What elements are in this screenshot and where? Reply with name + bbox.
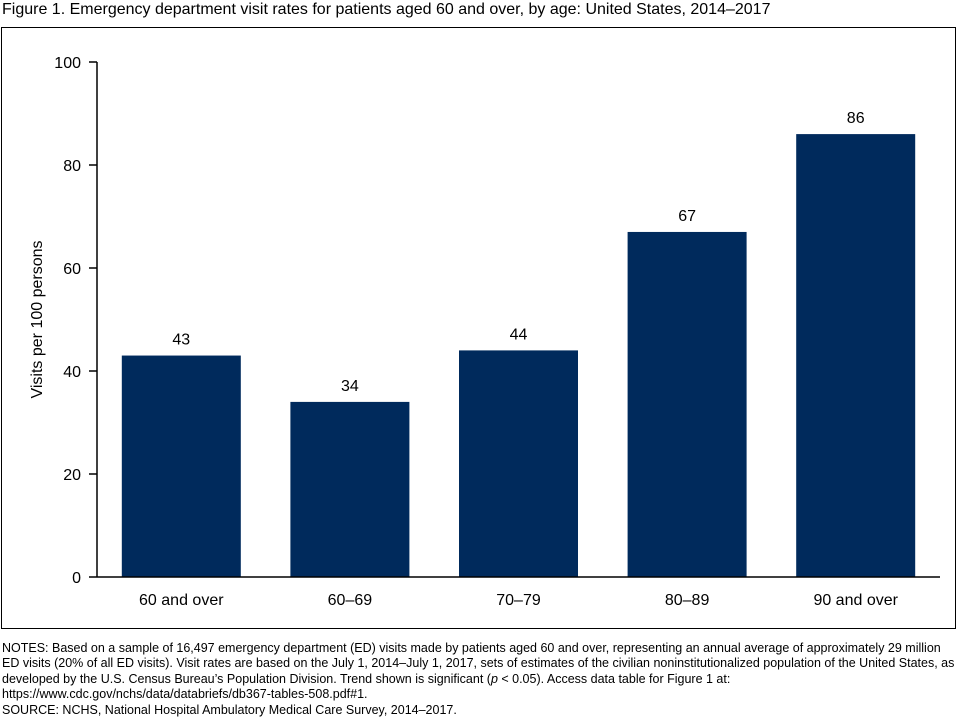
x-tick-label: 70–79: [496, 592, 541, 609]
chart-frame: 0 20 40 60 80 100 43 34 44 67 86 60 and over 60–69…: [1, 27, 956, 629]
bar: [290, 401, 410, 577]
y-tick-label: 60: [63, 261, 81, 278]
y-axis-label: Visits per 100 persons: [29, 240, 46, 398]
bar-value-label: 86: [847, 110, 865, 127]
bar-value-label: 34: [341, 378, 359, 395]
y-tick-label: 100: [54, 55, 81, 72]
x-tick-label: 60–69: [328, 592, 373, 609]
source-text: SOURCE: NCHS, National Hospital Ambulato…: [2, 702, 457, 717]
x-tick-label: 60 and over: [139, 592, 224, 609]
notes-text: NOTES: Based on a sample of 16,497 emerg…: [2, 641, 958, 703]
y-tick-label: 40: [63, 364, 81, 381]
x-axis-tick-labels: 60 and over 60–69 70–79 80–89 90 and over: [139, 592, 899, 609]
bar-chart: 0 20 40 60 80 100 43 34 44 67 86 60 and over 60–69…: [29, 55, 940, 609]
bar-value-label: 67: [678, 208, 696, 225]
bar: [796, 134, 916, 577]
bars: [121, 134, 916, 577]
x-tick-label: 90 and over: [813, 592, 898, 609]
y-tick-label: 0: [72, 570, 81, 587]
notes-section: NOTES: Based on a sample of 16,497 emerg…: [2, 641, 958, 718]
y-axis-ticks: 0 20 40 60 80 100: [54, 55, 97, 587]
notes-text-part2: < 0.05). Access data table for Figure 1 …: [2, 671, 731, 702]
bar: [627, 231, 747, 577]
bar-value-labels: 43 34 44 67 86: [172, 110, 864, 395]
figure-title: Figure 1. Emergency department visit rat…: [2, 1, 771, 18]
notes-p-symbol: p: [490, 671, 498, 686]
bar-value-label: 44: [510, 326, 528, 343]
bar-value-label: 43: [172, 332, 190, 349]
y-tick-label: 80: [63, 158, 81, 175]
x-tick-label: 80–89: [665, 592, 710, 609]
bar: [121, 355, 241, 577]
notes-text-part1: NOTES: Based on a sample of 16,497 emerg…: [2, 641, 955, 686]
bar: [459, 350, 578, 577]
y-tick-label: 20: [63, 467, 81, 484]
